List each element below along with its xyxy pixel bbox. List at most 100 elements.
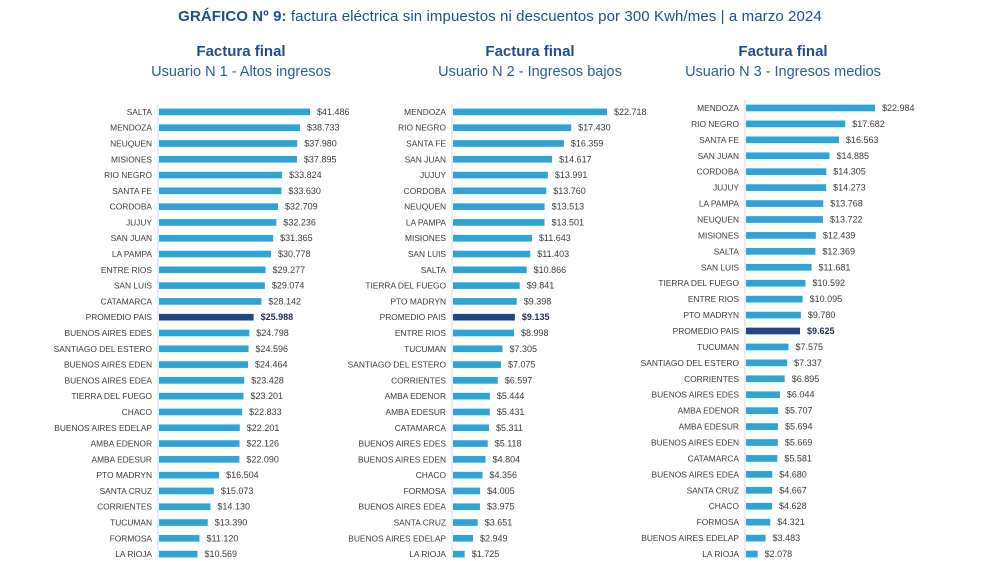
data-label: $33.630 [288,186,321,196]
bar [453,108,607,116]
main-title: GRÁFICO Nº 9: factura eléctrica sin impu… [0,8,1000,25]
bar [453,282,520,289]
data-label: $13.390 [215,518,248,528]
data-label: $22.984 [882,103,915,113]
category-label: MISIONES [111,154,152,164]
bar [159,361,249,368]
data-label: $9.135 [522,312,550,322]
data-label: $11.643 [539,233,571,243]
data-label: $12.439 [823,230,856,240]
category-label: CORRIENTES [391,375,446,385]
bar [746,439,778,446]
bar [746,375,785,383]
chart-3-subtitle: Usuario N 3 - Ingresos medios [685,64,881,80]
data-label: $22.833 [249,407,282,417]
bar [159,187,282,195]
data-label: $3.483 [773,533,801,543]
data-label: $9.841 [527,281,555,291]
bar [159,392,244,400]
category-label: PTO MADRYN [683,310,739,320]
data-label: $7.305 [510,344,538,354]
bar [453,487,481,495]
category-label: LA RIOJA [702,549,739,559]
bar [453,345,503,353]
data-label: $13.768 [830,199,863,209]
category-label: SALTA [127,107,153,117]
bar [453,171,548,179]
bar [159,503,211,511]
bar [159,424,240,432]
data-label: $23.201 [250,391,283,401]
bar [453,519,478,526]
category-label: SANTIAGO DEL ESTERO [641,358,740,368]
category-label: SALTA [714,246,740,256]
data-label: $13.513 [552,202,585,212]
bar [453,203,545,210]
category-label: PTO MADRYN [96,470,152,480]
data-label: $9.780 [808,310,836,320]
category-label: ENTRE RIOS [395,328,447,338]
category-label: SANTA FE [112,186,152,196]
data-label: $3.651 [485,518,513,528]
category-label: SAN JUAN [405,154,446,164]
category-label: TIERRA DEL FUEGO [71,391,152,401]
category-label: JUJUY [420,170,446,180]
category-label: MENDOZA [404,107,446,117]
bar [746,359,788,367]
category-label: TIERRA DEL FUEGO [365,281,446,291]
bar [453,329,514,337]
category-label: NEUQUEN [404,202,446,212]
category-label: JUJUY [713,183,739,193]
bar [746,136,839,144]
bar [159,234,274,242]
category-label: TUCUMAN [697,342,739,352]
data-label: $4.628 [779,501,807,511]
bar-highlight [453,313,515,321]
bar [159,377,245,384]
category-label: PTO MADRYN [390,296,446,306]
data-label: $10.592 [812,278,845,288]
bar [159,298,262,305]
category-label: SAN JUAN [698,151,739,161]
bar [746,534,766,542]
bar [746,518,771,526]
bar [159,456,240,463]
data-label: $4.321 [777,517,805,527]
category-label: BUENOS AIRES EDELAP [348,533,446,543]
data-label: $38.733 [307,123,340,133]
data-label: $24.798 [256,328,289,338]
data-label: $14.130 [217,502,250,512]
data-label: $32.236 [283,217,316,227]
bar [746,550,758,558]
bar [746,486,773,494]
bar [453,266,527,274]
category-label: SAN LUIS [408,249,447,259]
chart-1-header: Factura final Usuario N 1 - Altos ingres… [91,42,391,82]
category-label: BUENOS AIRES EDEN [64,360,152,370]
bar [746,391,780,399]
bar [746,455,778,462]
category-label: SANTA FE [699,135,739,145]
category-label: AMBA EDESUR [385,407,446,417]
bar [453,298,517,305]
data-label: $4.680 [779,469,807,479]
chart-1-title: Factura final [196,43,286,60]
data-label: $10.866 [534,265,567,275]
bar [159,487,214,495]
category-label: MISIONES [405,233,446,243]
bar [746,263,812,271]
category-label: FORMOSA [404,486,447,496]
category-label: AMBA EDENOR [678,406,739,416]
bar-highlight [159,313,254,321]
bar [453,424,490,432]
data-label: $11.403 [537,249,569,259]
data-label: $37.980 [304,138,337,148]
data-label: $1.725 [472,549,500,559]
data-label: $4.804 [493,454,521,464]
bar [159,108,310,116]
category-label: SALTA [421,265,447,275]
data-label: $37.895 [304,154,337,164]
bar [453,392,490,400]
bar [453,219,545,226]
